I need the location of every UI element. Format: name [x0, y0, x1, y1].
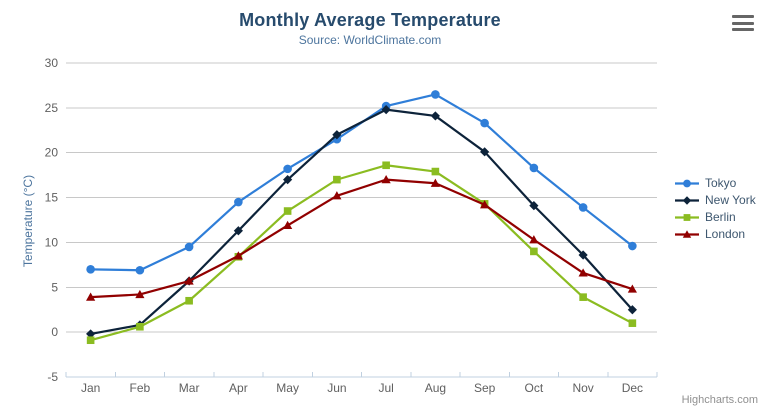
hamburger-icon	[732, 15, 754, 18]
series-marker[interactable]	[480, 200, 490, 209]
series-marker[interactable]	[480, 147, 490, 157]
legend: Tokyo New York Berlin London	[674, 176, 756, 241]
series-marker[interactable]	[381, 105, 391, 115]
y-axis-label: 30	[45, 56, 59, 70]
series-marker[interactable]	[683, 213, 691, 221]
y-axis-label: 25	[45, 101, 59, 115]
x-axis-label: Dec	[622, 381, 643, 395]
series-marker[interactable]	[578, 268, 588, 277]
series-marker[interactable]	[530, 247, 538, 256]
series-marker[interactable]	[628, 241, 637, 251]
x-axis-label: Mar	[179, 381, 200, 395]
series-marker[interactable]	[529, 201, 539, 211]
legend-item-tokyo[interactable]: Tokyo	[674, 176, 756, 190]
series-marker[interactable]	[381, 175, 391, 184]
x-axis-label: Sep	[474, 381, 496, 395]
y-axis-label: 15	[45, 191, 59, 205]
series-marker[interactable]	[234, 197, 243, 207]
legend-item-label: London	[705, 227, 746, 241]
series-marker[interactable]	[682, 229, 692, 238]
series-marker[interactable]	[382, 161, 390, 170]
x-axis-label: Jul	[378, 381, 393, 395]
chart-subtitle: Source: WorldClimate.com	[298, 33, 442, 47]
series-marker[interactable]	[184, 276, 194, 285]
london-legend-marker-icon	[675, 229, 699, 238]
export-menu-button[interactable]	[732, 15, 754, 31]
series-marker[interactable]	[529, 235, 539, 244]
series-marker[interactable]	[86, 292, 96, 301]
berlin-legend-marker-icon	[675, 213, 699, 221]
series-marker[interactable]	[627, 284, 637, 293]
x-axis-label: Aug	[425, 381, 446, 395]
series-marker[interactable]	[480, 118, 489, 128]
series-marker[interactable]	[233, 251, 243, 260]
series-new-york	[86, 105, 637, 339]
y-axis-label: 10	[45, 235, 59, 249]
series-tokyo	[86, 90, 637, 275]
series-marker[interactable]	[333, 175, 341, 184]
x-axis-label: Jan	[81, 381, 100, 395]
series-marker[interactable]	[628, 319, 637, 327]
y-axis-title: Temperature (°C)	[21, 174, 35, 268]
series-london	[86, 175, 637, 301]
series-marker[interactable]	[578, 250, 588, 260]
series-line-london	[89, 178, 634, 299]
y-axis-label: 0	[51, 325, 58, 339]
series-marker[interactable]	[683, 179, 691, 187]
x-axis-label: Feb	[130, 381, 151, 395]
y-axis-label: 20	[45, 146, 59, 160]
series-marker[interactable]	[86, 336, 95, 345]
x-axis-label: May	[276, 381, 299, 395]
x-axis-label: Apr	[229, 381, 248, 395]
series-marker[interactable]	[136, 322, 144, 331]
series-line-berlin	[89, 164, 634, 342]
series-marker[interactable]	[86, 329, 96, 339]
legend-item-new-york[interactable]: New York	[674, 193, 756, 207]
chart-title: Monthly Average Temperature	[239, 10, 501, 30]
series-marker[interactable]	[185, 296, 193, 305]
series-marker[interactable]	[430, 178, 440, 187]
series-marker[interactable]	[430, 111, 440, 121]
legend-item-label: Tokyo	[705, 176, 737, 190]
series-marker[interactable]	[283, 164, 292, 174]
series-marker[interactable]	[529, 163, 539, 173]
y-axis-label: 5	[51, 280, 58, 294]
series-marker[interactable]	[627, 305, 637, 315]
credits-link[interactable]: Highcharts.com	[681, 394, 758, 406]
x-axis-label: Nov	[572, 381, 593, 395]
series-line-tokyo	[89, 93, 634, 272]
series-line-new-york	[89, 108, 634, 336]
tokyo-legend-marker-icon	[675, 179, 699, 187]
series-marker[interactable]	[332, 191, 342, 200]
x-axis-label: Oct	[525, 381, 544, 395]
series-marker[interactable]	[184, 242, 194, 252]
series-marker[interactable]	[579, 293, 587, 301]
x-axis-label: Jun	[327, 381, 346, 395]
series-marker[interactable]	[431, 167, 440, 176]
series-marker[interactable]	[86, 265, 95, 274]
legend-item-berlin[interactable]: Berlin	[674, 210, 756, 224]
series-marker[interactable]	[135, 265, 145, 275]
series-marker[interactable]	[332, 130, 342, 140]
legend-item-label: New York	[705, 193, 756, 207]
series-marker[interactable]	[233, 226, 243, 236]
series-marker[interactable]	[682, 195, 692, 205]
y-axis-label: -5	[47, 370, 58, 384]
series-marker[interactable]	[283, 207, 292, 215]
series-marker[interactable]	[578, 203, 588, 212]
series-marker[interactable]	[283, 175, 293, 185]
legend-item-london[interactable]: London	[674, 227, 756, 241]
new-york-legend-marker-icon	[675, 195, 699, 205]
legend-item-label: Berlin	[705, 210, 736, 224]
series-marker[interactable]	[431, 90, 440, 99]
series-marker[interactable]	[283, 220, 293, 229]
series-marker[interactable]	[135, 289, 145, 299]
